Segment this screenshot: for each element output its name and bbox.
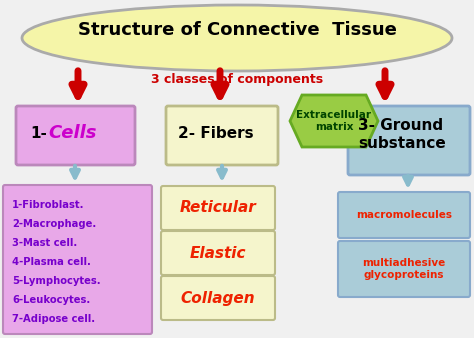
FancyBboxPatch shape — [338, 241, 470, 297]
Text: macromolecules: macromolecules — [356, 210, 452, 220]
FancyBboxPatch shape — [161, 276, 275, 320]
Text: Extracellular
matrix: Extracellular matrix — [297, 110, 372, 132]
FancyBboxPatch shape — [338, 192, 470, 238]
Text: 3 classes of components: 3 classes of components — [151, 73, 323, 87]
Text: 7-Adipose cell.: 7-Adipose cell. — [12, 314, 95, 324]
Text: 6-Leukocytes.: 6-Leukocytes. — [12, 295, 90, 305]
Ellipse shape — [22, 5, 452, 71]
FancyBboxPatch shape — [348, 106, 470, 175]
Text: Reticular: Reticular — [180, 200, 256, 216]
Text: multiadhesive
glycoproteins: multiadhesive glycoproteins — [363, 258, 446, 280]
Text: Collagen: Collagen — [181, 290, 255, 306]
Text: 2- Fibers: 2- Fibers — [178, 125, 254, 141]
Polygon shape — [290, 95, 378, 147]
FancyBboxPatch shape — [161, 231, 275, 275]
Text: 1-Fibroblast.: 1-Fibroblast. — [12, 200, 84, 210]
FancyBboxPatch shape — [3, 185, 152, 334]
Text: 3- Ground: 3- Ground — [358, 118, 443, 132]
Text: 1-: 1- — [30, 125, 47, 141]
Text: Elastic: Elastic — [190, 245, 246, 261]
Text: Cells: Cells — [48, 124, 97, 142]
FancyBboxPatch shape — [166, 106, 278, 165]
FancyBboxPatch shape — [161, 186, 275, 230]
Text: 2-Macrophage.: 2-Macrophage. — [12, 219, 96, 229]
Text: 4-Plasma cell.: 4-Plasma cell. — [12, 257, 91, 267]
Text: 3-Mast cell.: 3-Mast cell. — [12, 238, 77, 248]
FancyBboxPatch shape — [16, 106, 135, 165]
Text: Structure of Connective  Tissue: Structure of Connective Tissue — [78, 21, 396, 39]
Text: substance: substance — [358, 136, 446, 150]
Text: 5-Lymphocytes.: 5-Lymphocytes. — [12, 276, 100, 286]
